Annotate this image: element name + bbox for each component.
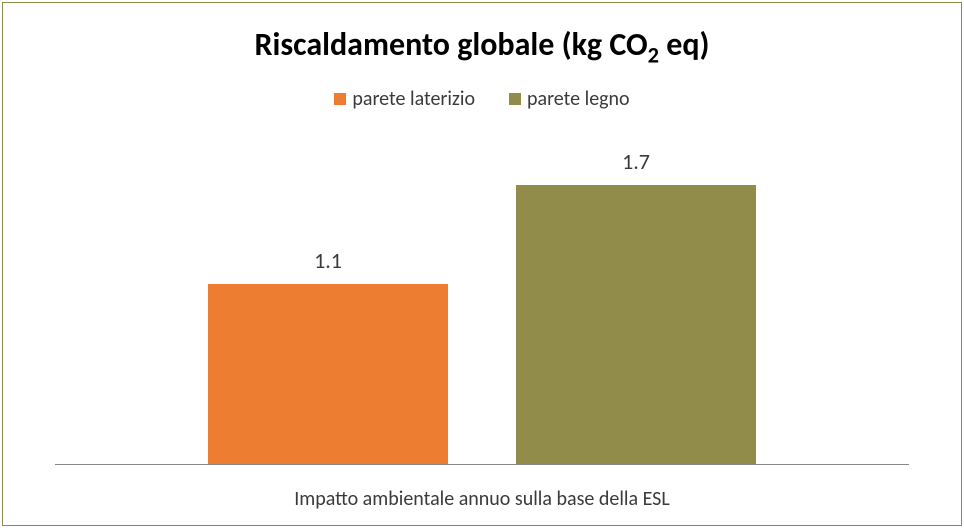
bar-value-label-0: 1.1 — [314, 247, 342, 274]
legend-swatch-1 — [509, 93, 521, 105]
x-axis-caption: Impatto ambientale annuo sulla base dell… — [35, 487, 929, 511]
legend-item-1: parete legno — [509, 87, 630, 111]
bar-1 — [516, 185, 756, 466]
plot-area: 1.1 1.7 — [55, 135, 909, 465]
x-axis-line — [55, 464, 909, 465]
bar-group-1: 1.7 — [516, 148, 756, 466]
bar-group-0: 1.1 — [208, 247, 448, 466]
legend-swatch-0 — [334, 93, 346, 105]
legend-item-0: parete laterizio — [334, 87, 475, 111]
bars-row: 1.1 1.7 — [55, 135, 909, 465]
legend-label-1: parete legno — [527, 87, 630, 111]
chart-title: Riscaldamento globale (kg CO2 eq) — [35, 25, 929, 69]
bar-0 — [208, 284, 448, 466]
chart-legend: parete laterizio parete legno — [35, 87, 929, 111]
bar-value-label-1: 1.7 — [622, 148, 650, 175]
chart-container: Riscaldamento globale (kg CO2 eq) parete… — [2, 2, 962, 526]
legend-label-0: parete laterizio — [352, 87, 475, 111]
